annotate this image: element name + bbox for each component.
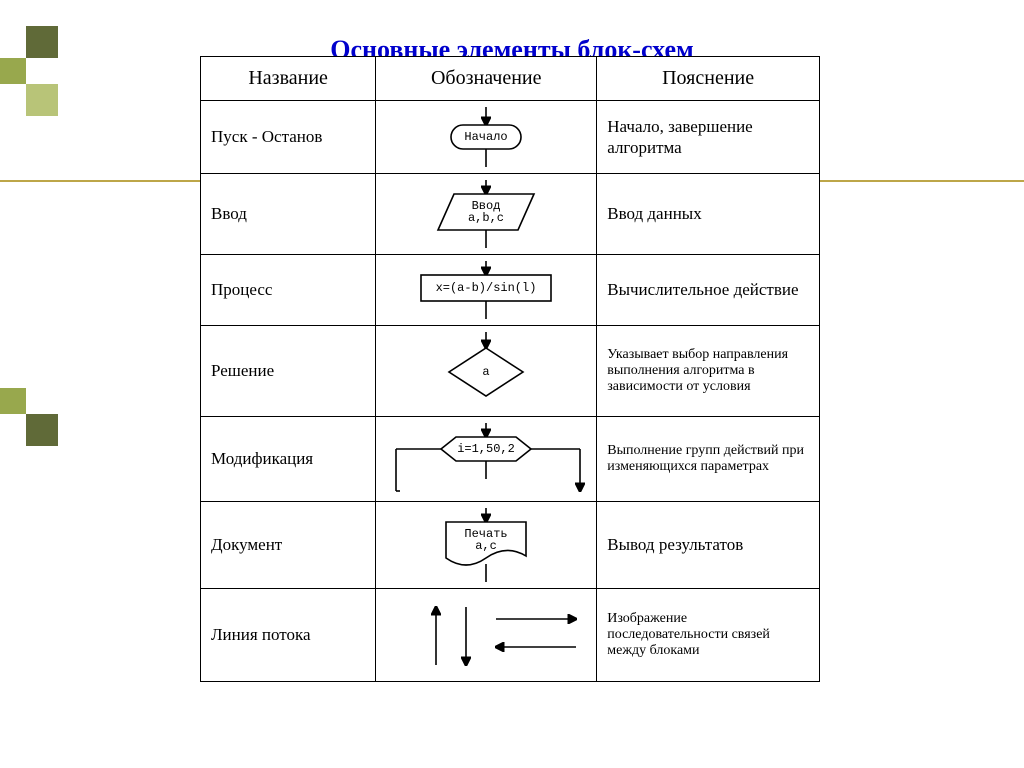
cell-symbol: Вводa,b,c	[376, 174, 597, 255]
cell-description: Выполнение групп действий при изменяющих…	[597, 417, 820, 502]
cell-symbol: i=1,50,2	[376, 417, 597, 502]
header-name: Название	[201, 57, 376, 101]
table-body: Пуск - Останов Начало Начало, завершение…	[201, 101, 820, 682]
cell-name: Процесс	[201, 255, 376, 326]
table-header-row: Название Обозначение Пояснение	[201, 57, 820, 101]
svg-text:a,c: a,c	[475, 539, 497, 553]
cell-symbol: Печатьa,c	[376, 502, 597, 589]
svg-text:a да: a да нет	[483, 365, 490, 379]
sidebar-decoration	[0, 0, 58, 768]
header-description: Пояснение	[597, 57, 820, 101]
cell-name: Документ	[201, 502, 376, 589]
table-row: Модификация i=1,50,2 Выполнение групп де…	[201, 417, 820, 502]
table-row: Документ Печатьa,c Вывод результатов	[201, 502, 820, 589]
svg-text:Начало: Начало	[465, 130, 508, 144]
header-symbol: Обозначение	[376, 57, 597, 101]
table-row: Пуск - Останов Начало Начало, завершение…	[201, 101, 820, 174]
flowchart-elements-table: Название Обозначение Пояснение Пуск - Ос…	[200, 56, 820, 682]
cell-symbol	[376, 589, 597, 682]
cell-description: Указывает выбор направления выполнения а…	[597, 326, 820, 417]
cell-description: Изображение последовательности связей ме…	[597, 589, 820, 682]
table-row: Процесс x=(a-b)/sin(l) Вычислительное де…	[201, 255, 820, 326]
cell-name: Линия потока	[201, 589, 376, 682]
cell-description: Начало, завершение алгоритма	[597, 101, 820, 174]
table-row: Линия потока Изображение последовательно…	[201, 589, 820, 682]
cell-description: Вывод результатов	[597, 502, 820, 589]
cell-symbol: a да нет	[376, 326, 597, 417]
svg-text:x=(a-b)/sin(l): x=(a-b)/sin(l)	[436, 281, 537, 295]
cell-name: Модификация	[201, 417, 376, 502]
cell-description: Ввод данных	[597, 174, 820, 255]
cell-name: Ввод	[201, 174, 376, 255]
cell-symbol: x=(a-b)/sin(l)	[376, 255, 597, 326]
cell-description: Вычислительное действие	[597, 255, 820, 326]
table-row: Ввод Вводa,b,c Ввод данных	[201, 174, 820, 255]
table-row: Решение a да нет Указывает выбор направл…	[201, 326, 820, 417]
svg-text:a,b,c: a,b,c	[468, 211, 504, 225]
cell-symbol: Начало	[376, 101, 597, 174]
cell-name: Пуск - Останов	[201, 101, 376, 174]
svg-text:i=1,50,2: i=1,50,2	[457, 442, 515, 456]
cell-name: Решение	[201, 326, 376, 417]
